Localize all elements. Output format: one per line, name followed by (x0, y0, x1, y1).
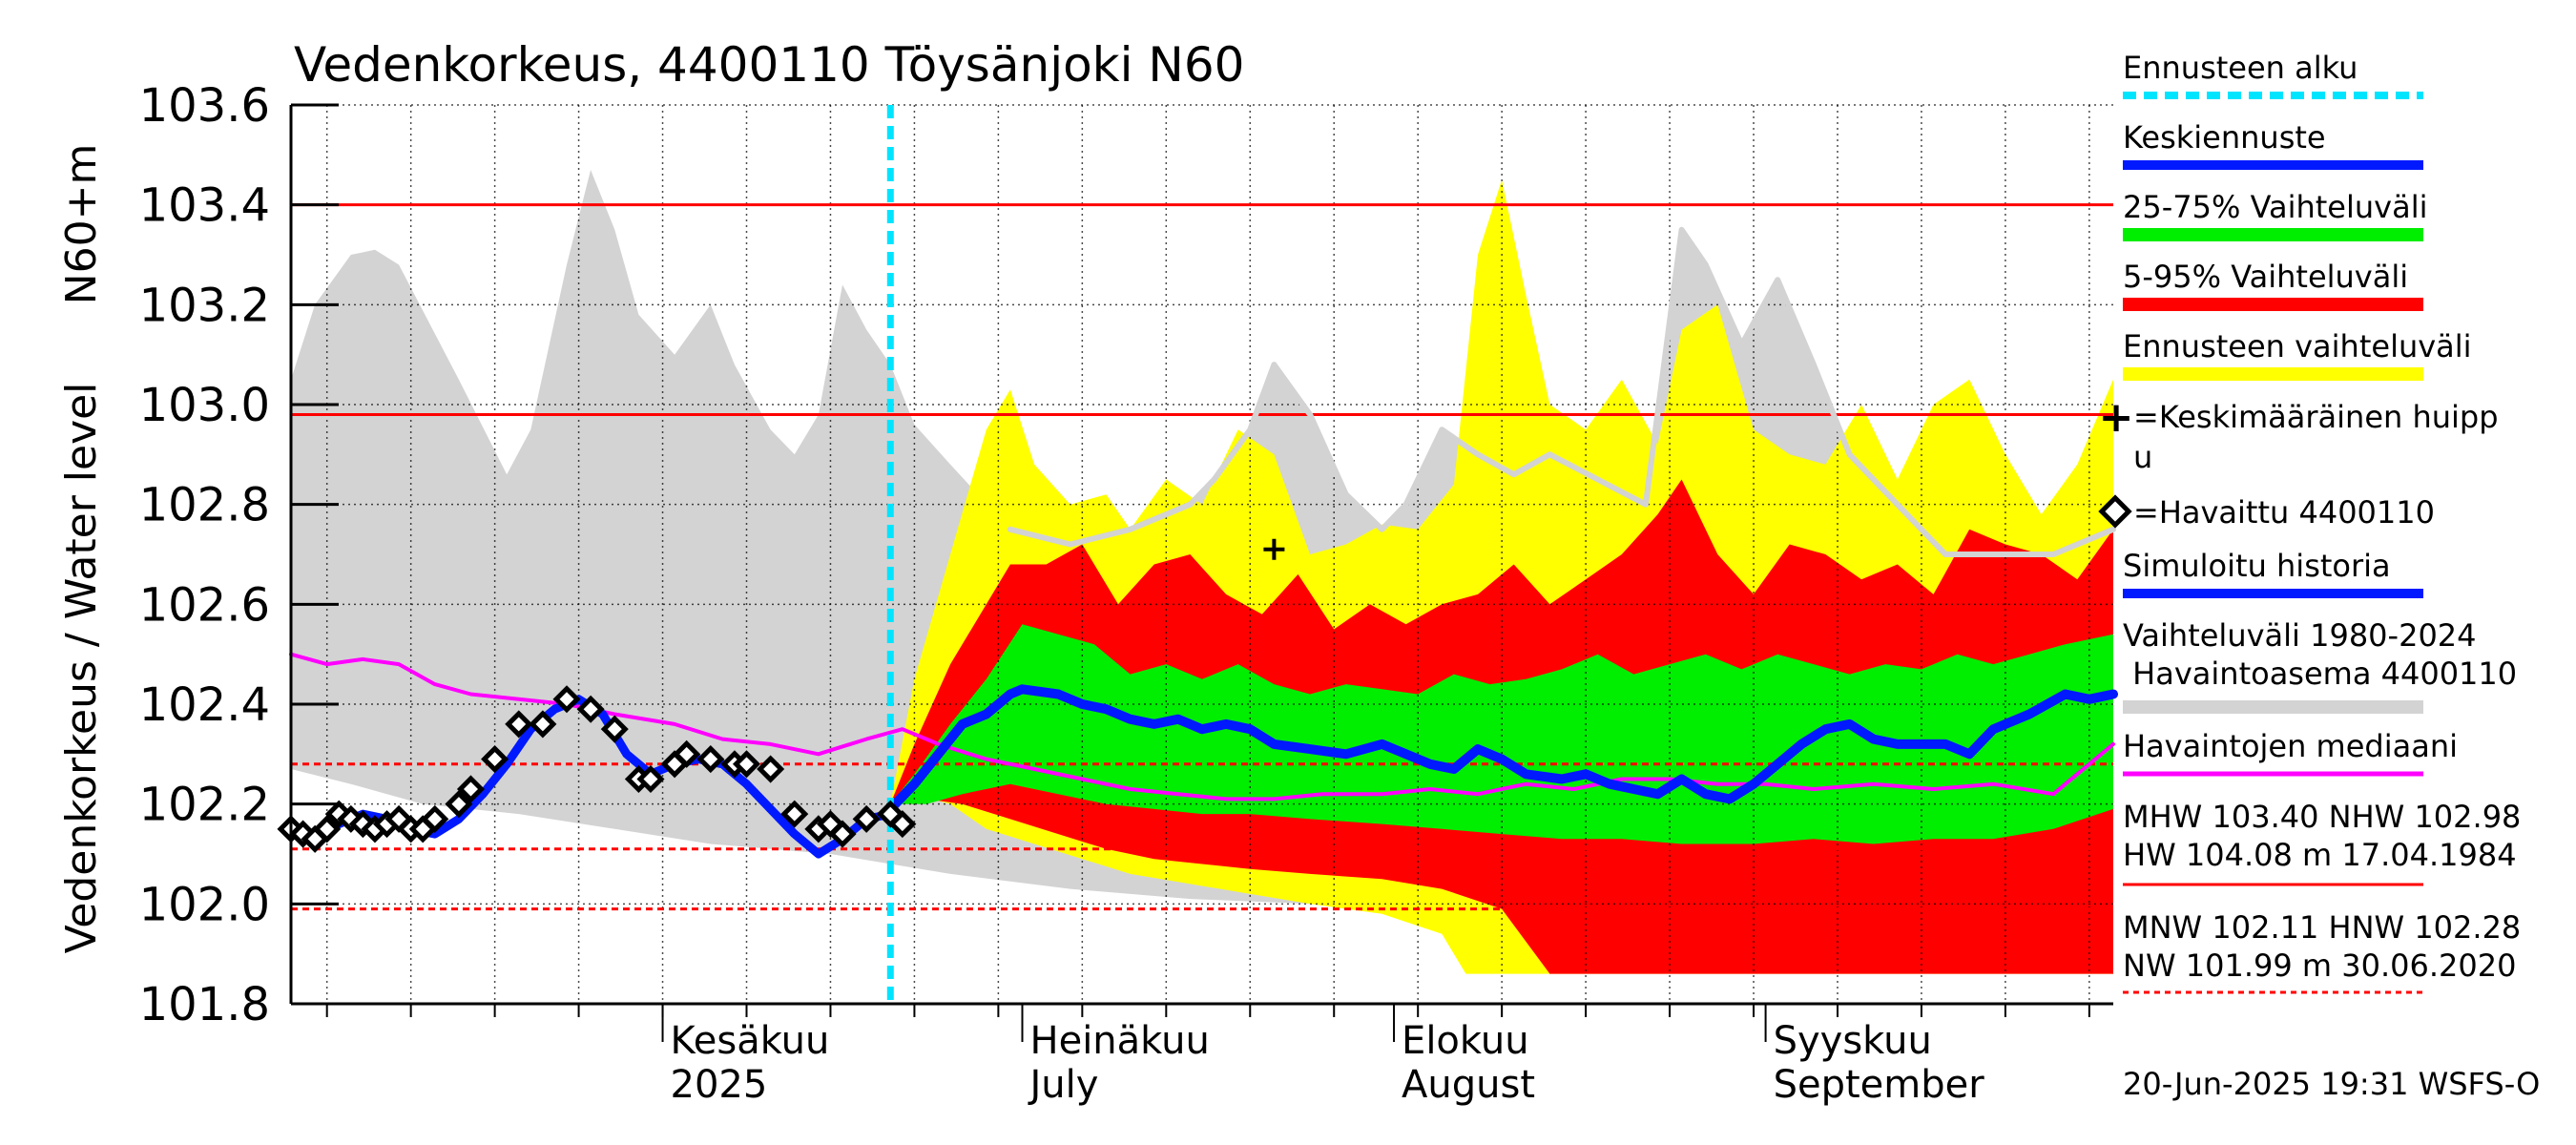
y-tick-label: 103.0 (139, 379, 270, 432)
observed-point (852, 804, 881, 833)
y-tick-label: 101.8 (139, 978, 270, 1031)
observed-point (600, 715, 629, 743)
observed-point (421, 804, 449, 833)
y-axis-label-top: N60+m (57, 144, 106, 305)
y-axis-label-bottom: Vedenkorkeus / Water level (57, 383, 106, 954)
legend-mean-peak-label-2: u (2133, 439, 2152, 475)
x-month-sublabel: July (1028, 1063, 1099, 1107)
legend-observed-label: =Havaittu 4400110 (2133, 494, 2435, 531)
x-month-sublabel: September (1774, 1063, 1985, 1107)
y-tick-label: 103.2 (139, 279, 270, 332)
observed-point (696, 745, 725, 774)
observed-point (445, 790, 473, 819)
legend-mean-forecast-label: Keskiennuste (2123, 119, 2326, 156)
legend-forecast-start-label: Ennusteen alku (2123, 50, 2358, 86)
observed-point (673, 739, 701, 768)
observed-point (481, 745, 509, 774)
legend-history-range-label-1: Vaihteluväli 1980-2024 (2123, 617, 2477, 654)
x-month-label: Kesäkuu (671, 1019, 830, 1063)
legend: Ennusteen alku Keskiennuste 25-75% Vaiht… (2098, 50, 2540, 1102)
legend-observed-marker (2098, 494, 2132, 529)
observed-point (828, 820, 857, 848)
stats-line-4: NW 101.99 m 30.06.2020 (2123, 947, 2516, 984)
reference-lines (291, 203, 2113, 911)
stats-line-2: HW 104.08 m 17.04.1984 (2123, 837, 2517, 873)
stats-line-3: MNW 102.11 HNW 102.28 (2123, 909, 2521, 946)
observed-point (505, 710, 533, 739)
legend-mean-peak-marker: + (2099, 393, 2134, 442)
observed-markers (277, 538, 1285, 853)
observed-point (552, 685, 581, 714)
x-month-label: Elokuu (1402, 1019, 1529, 1063)
mean-peak-marker (1263, 538, 1285, 560)
observed-point (529, 710, 557, 739)
observed-point (888, 810, 917, 839)
legend-median-label: Havaintojen mediaani (2123, 728, 2458, 764)
y-tick-label: 102.6 (139, 578, 270, 632)
x-month-sublabel: 2025 (671, 1063, 768, 1107)
y-tick-label: 102.2 (139, 779, 270, 832)
y-tick-label: 103.4 (139, 179, 270, 233)
axes: 101.8 102.0 102.2 102.4 102.6 102.8 103.0 103.2… (139, 79, 2113, 1107)
footer-timestamp: 20-Jun-2025 19:31 WSFS-O (2123, 1066, 2540, 1102)
stats-line-1: MHW 103.40 NHW 102.98 (2123, 799, 2521, 835)
mean-forecast-line (885, 684, 2118, 814)
legend-forecast-range-label: Ennusteen vaihteluväli (2123, 328, 2472, 364)
legend-p5-95-label: 5-95% Vaihteluväli (2123, 259, 2408, 295)
y-tick-label: 103.6 (139, 79, 270, 133)
legend-mean-peak-label-1: =Keskimääräinen huipp (2133, 399, 2499, 435)
history-max-line (1007, 226, 2116, 557)
y-tick-label: 102.4 (139, 678, 270, 732)
chart-title: Vedenkorkeus, 4400110 Töysänjoki N60 (294, 37, 1244, 93)
legend-simulated-label: Simuloitu historia (2123, 548, 2391, 584)
observed-point (757, 755, 785, 783)
y-tick-label: 102.8 (139, 479, 270, 532)
x-month-label: Syyskuu (1774, 1019, 1932, 1063)
observed-point (313, 815, 342, 843)
observed-point (780, 800, 809, 828)
legend-history-range-label-2: Havaintoasema 4400110 (2123, 656, 2517, 692)
observed-point (732, 750, 761, 779)
x-month-sublabel: August (1402, 1063, 1535, 1107)
x-month-label: Heinäkuu (1030, 1019, 1210, 1063)
observed-point (456, 775, 486, 803)
observed-point (636, 764, 665, 794)
y-tick-label: 102.0 (139, 878, 270, 931)
legend-p25-75-label: 25-75% Vaihteluväli (2123, 189, 2427, 225)
observed-point (576, 695, 605, 723)
